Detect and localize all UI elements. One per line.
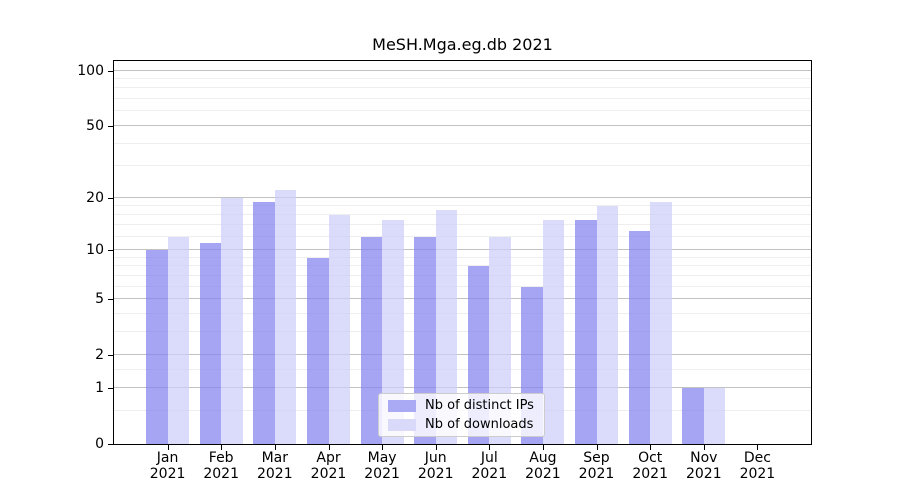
minor-gridline-18 [114, 204, 811, 206]
chart-title: MeSH.Mga.eg.db 2021 [372, 35, 553, 54]
y-tick-mark-1 [108, 387, 113, 389]
x-tick-mark-aug-2021 [542, 445, 544, 450]
major-gridline-1 [114, 386, 811, 388]
minor-gridline-7 [114, 274, 811, 276]
x-tick-mark-jun-2021 [435, 445, 437, 450]
minor-gridline-60 [114, 110, 811, 112]
x-tick-label-aug-2021: Aug 2021 [525, 450, 561, 482]
y-tick-label-50: 50 [86, 117, 104, 134]
bar-downloads-mar-2021 [274, 190, 297, 444]
y-tick-label-1: 1 [95, 379, 104, 396]
x-tick-mark-mar-2021 [274, 445, 276, 450]
y-tick-mark-100 [108, 70, 113, 72]
x-tick-label-jan-2021: Jan 2021 [149, 450, 186, 482]
bar-downloads-sep-2021 [596, 205, 618, 444]
y-tick-label-20: 20 [86, 189, 104, 206]
x-tick-mark-nov-2021 [703, 445, 705, 450]
x-tick-mark-may-2021 [382, 445, 384, 450]
x-tick-mark-feb-2021 [221, 445, 223, 450]
y-tick-label-5: 5 [95, 291, 104, 307]
x-tick-label-jun-2021: Jun 2021 [417, 450, 454, 482]
y-tick-label-2: 2 [95, 347, 104, 364]
major-gridline-50 [114, 124, 811, 126]
x-tick-label-jul-2021: Jul 2021 [471, 450, 508, 482]
x-tick-mark-oct-2021 [650, 445, 652, 450]
bar-downloads-jul-2021 [489, 236, 511, 444]
x-tick-label-may-2021: May 2021 [364, 450, 400, 482]
y-tick-label-10: 10 [86, 242, 104, 258]
x-tick-label-mar-2021: Mar 2021 [256, 450, 293, 482]
x-tick-mark-jan-2021 [167, 445, 169, 450]
minor-gridline-1.5 [114, 368, 811, 370]
x-tick-label-feb-2021: Feb 2021 [203, 450, 239, 482]
bar-downloads-apr-2021 [328, 214, 350, 444]
minor-gridline-8 [114, 265, 811, 267]
bar-distinct-ips-oct-2021 [628, 230, 651, 444]
bar-downloads-may-2021 [382, 219, 404, 444]
major-gridline-10 [114, 249, 811, 250]
legend: Nb of distinct IPs Nb of downloads [378, 393, 545, 437]
minor-gridline-90 [114, 78, 811, 79]
bar-distinct-ips-sep-2021 [575, 219, 597, 444]
y-tick-mark-20 [108, 197, 113, 199]
legend-label-downloads: Nb of downloads [425, 417, 534, 432]
legend-label-distinct-ips: Nb of distinct IPs [425, 398, 534, 413]
bar-downloads-feb-2021 [221, 197, 243, 444]
y-tick-label-100: 100 [77, 62, 104, 79]
bar-downloads-oct-2021 [650, 201, 672, 444]
bar-downloads-nov-2021 [703, 387, 726, 444]
y-tick-mark-5 [108, 299, 113, 300]
minor-gridline-3 [114, 330, 811, 332]
minor-gridline-4 [114, 312, 811, 314]
bar-distinct-ips-may-2021 [360, 236, 383, 444]
legend-swatch-distinct-ips [388, 399, 416, 412]
x-tick-label-oct-2021: Oct 2021 [632, 450, 668, 482]
y-tick-mark-2 [108, 355, 113, 357]
bar-distinct-ips-mar-2021 [253, 201, 275, 444]
y-tick-mark-0 [108, 444, 113, 445]
major-gridline-100 [114, 69, 811, 71]
bar-downloads-aug-2021 [542, 219, 565, 444]
minor-gridline-30 [114, 165, 811, 167]
bar-downloads-jun-2021 [435, 210, 458, 444]
x-tick-mark-sep-2021 [596, 445, 598, 450]
bars-layer [114, 61, 811, 444]
bar-distinct-ips-jan-2021 [146, 250, 168, 444]
minor-gridline-12 [114, 235, 811, 237]
y-tick-mark-50 [108, 125, 113, 127]
minor-gridline-14 [114, 223, 811, 225]
minor-gridline-40 [114, 142, 811, 144]
bar-downloads-jan-2021 [167, 236, 190, 444]
x-tick-label-dec-2021: Dec 2021 [739, 450, 776, 482]
bar-distinct-ips-apr-2021 [307, 257, 329, 444]
gridlines-layer [114, 61, 811, 444]
minor-gridline-16 [114, 213, 811, 215]
minor-gridline-70 [114, 98, 811, 100]
x-tick-mark-dec-2021 [757, 445, 759, 450]
major-gridline-2 [114, 354, 811, 356]
legend-item-downloads: Nb of downloads [388, 417, 544, 432]
y-tick-label-0: 0 [95, 436, 104, 452]
legend-item-distinct-ips: Nb of distinct IPs [388, 398, 544, 413]
major-gridline-5 [114, 298, 811, 299]
y-tick-mark-10 [108, 250, 113, 251]
x-tick-mark-apr-2021 [328, 445, 330, 450]
bar-distinct-ips-jun-2021 [414, 236, 436, 444]
minor-gridline-80 [114, 87, 811, 89]
minor-gridline-6 [114, 285, 811, 287]
x-tick-label-nov-2021: Nov 2021 [685, 450, 722, 482]
bar-distinct-ips-nov-2021 [682, 387, 704, 444]
x-tick-mark-jul-2021 [489, 445, 491, 450]
x-tick-label-sep-2021: Sep 2021 [578, 450, 615, 482]
minor-gridline-9 [114, 256, 811, 258]
plot-area: Nb of distinct IPs Nb of downloads [113, 60, 812, 445]
x-tick-label-apr-2021: Apr 2021 [310, 450, 347, 482]
legend-swatch-downloads [388, 418, 416, 431]
bar-distinct-ips-feb-2021 [199, 242, 222, 444]
major-gridline-20 [114, 196, 811, 198]
